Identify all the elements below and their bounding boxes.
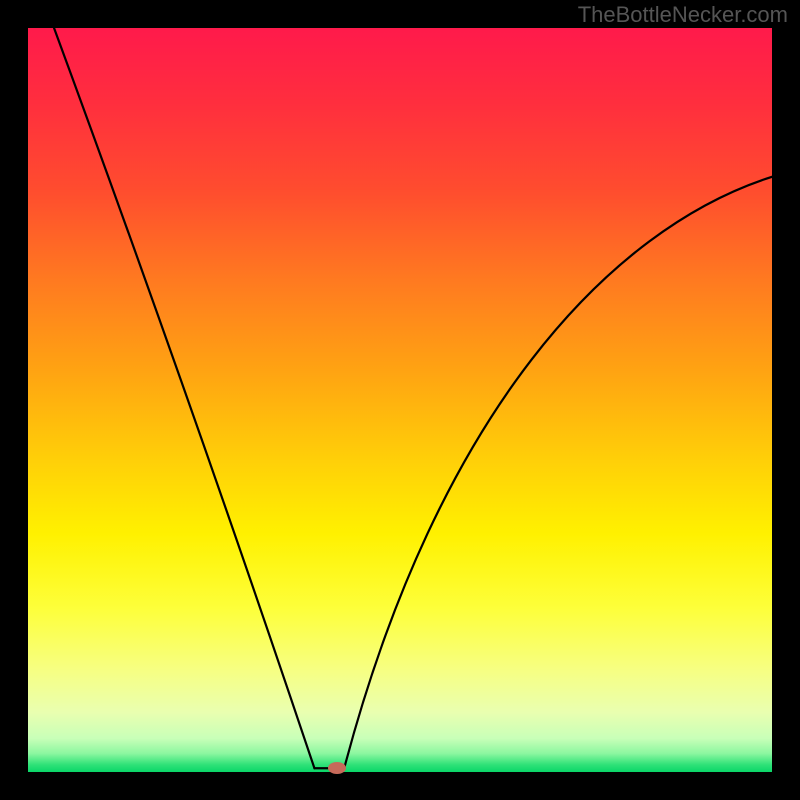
chart-outer-frame	[28, 28, 772, 772]
chart-curve-svg	[28, 28, 772, 772]
bottleneck-marker	[328, 762, 346, 774]
watermark-text: TheBottleNecker.com	[578, 2, 788, 28]
chart-plot-area	[28, 28, 772, 772]
